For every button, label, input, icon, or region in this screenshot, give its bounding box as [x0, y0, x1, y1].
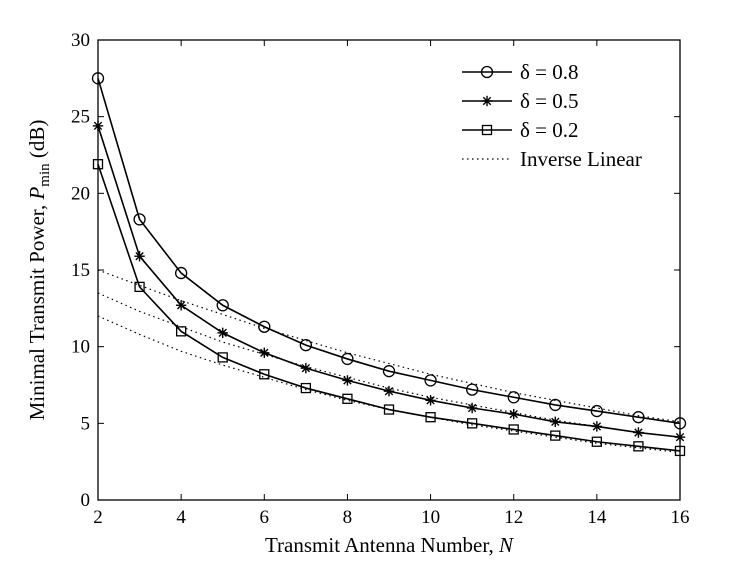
- y-tick-label: 20: [71, 183, 90, 204]
- x-tick-label: 2: [93, 507, 103, 528]
- series-2-point: [217, 327, 228, 339]
- series-1-point: [174, 266, 188, 280]
- series-1-point: [507, 391, 520, 404]
- legend-marker: [481, 124, 493, 136]
- x-tick-label: 6: [260, 507, 270, 528]
- legend-marker: [480, 65, 494, 79]
- legend-item: Inverse Linear: [462, 147, 642, 171]
- y-tick-label: 30: [71, 30, 90, 51]
- series-2-point: [591, 421, 603, 432]
- series-3-point: [425, 412, 436, 423]
- series-3-point: [134, 281, 145, 293]
- series-1-line: [97, 78, 681, 425]
- series-2-point: [175, 300, 187, 311]
- series-1-point: [465, 383, 479, 396]
- x-tick-label: 8: [343, 507, 353, 528]
- series-2-point: [300, 362, 312, 374]
- series-line-inverse-linear-1: [97, 269, 681, 423]
- series-2-point: [383, 385, 395, 397]
- x-tick-label: 12: [504, 507, 523, 528]
- y-tick-label: 25: [71, 107, 90, 128]
- series-3-point: [550, 430, 561, 441]
- series-1-point: [632, 411, 645, 424]
- series-3-point: [508, 424, 519, 435]
- axis-ticks: 2 4 6 8 10 12 14 16 0 5 10 15 20 25 30: [71, 30, 690, 528]
- series-1-point: [341, 352, 354, 366]
- series-2-point: [508, 408, 519, 420]
- legend-label: δ = 0.2: [520, 118, 579, 142]
- series-3-point: [175, 326, 187, 337]
- series-2-point: [633, 427, 644, 438]
- series-2-point: [259, 347, 270, 358]
- y-tick-label: 5: [81, 413, 91, 434]
- x-tick-label: 14: [587, 507, 607, 528]
- plot-area: [91, 72, 687, 457]
- series-3-point: [591, 436, 603, 447]
- legend-label: δ = 0.5: [520, 89, 579, 113]
- legend-marker: [481, 95, 493, 107]
- series-2-point: [342, 375, 353, 386]
- series-3-point: [342, 393, 353, 404]
- series-3-point: [466, 418, 478, 429]
- series-2-point: [425, 395, 436, 406]
- y-tick-label: 15: [71, 260, 90, 281]
- legend-item: δ = 0.5: [462, 89, 579, 113]
- x-tick-label: 10: [421, 507, 440, 528]
- series-1-point: [590, 404, 604, 418]
- series-1-point: [216, 299, 229, 312]
- y-axis-label: Minimal Transmit Power, Pmin (dB): [25, 120, 53, 421]
- x-axis-label: Transmit Antenna Number, N: [265, 533, 514, 557]
- series-3-point: [259, 369, 270, 380]
- legend-item: δ = 0.2: [462, 118, 579, 142]
- series-3-point: [633, 441, 644, 452]
- series-1-point: [299, 338, 313, 352]
- series-3-point: [217, 352, 228, 363]
- series-2-point: [550, 416, 561, 427]
- legend: δ = 0.8 δ = 0.5 δ = 0.2 Inverse Linear: [462, 60, 642, 171]
- y-tick-label: 0: [81, 490, 91, 511]
- y-tick-label: 10: [71, 337, 90, 358]
- series-1-point: [424, 374, 437, 387]
- series-2-point: [466, 402, 478, 414]
- legend-item: δ = 0.8: [462, 60, 579, 84]
- legend-label: Inverse Linear: [520, 147, 642, 171]
- series-1-point: [382, 365, 396, 378]
- series-3-line: [97, 163, 681, 452]
- legend-label: δ = 0.8: [520, 60, 579, 84]
- series-3-point: [300, 382, 312, 394]
- x-tick-label: 4: [176, 507, 186, 528]
- series-1-point: [549, 398, 562, 412]
- x-tick-label: 16: [671, 507, 690, 528]
- series-3-point: [383, 404, 395, 415]
- series-1-point: [258, 320, 271, 333]
- series-2-point: [134, 251, 145, 262]
- series-1-point: [133, 213, 146, 226]
